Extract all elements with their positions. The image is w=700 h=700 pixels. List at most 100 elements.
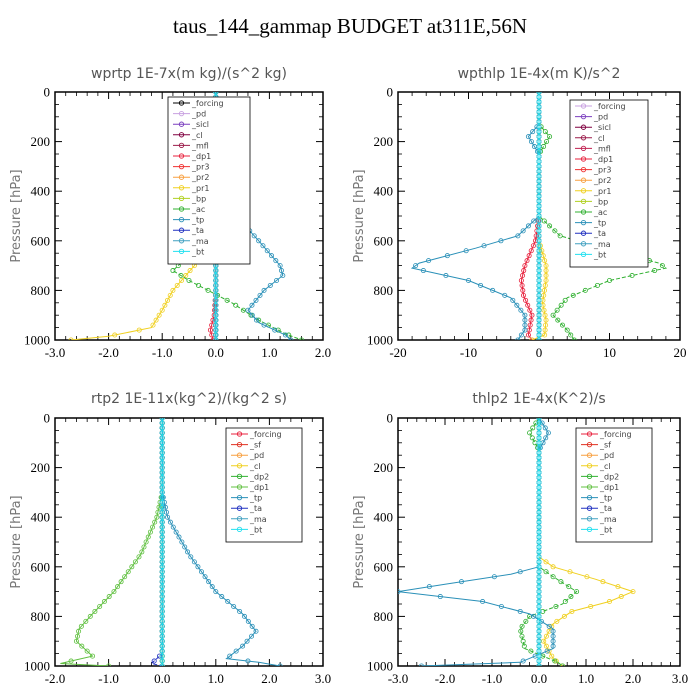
data-point <box>562 297 568 303</box>
legend-marker <box>178 163 185 170</box>
legend-label: _bp <box>191 194 206 203</box>
data-point <box>536 238 542 244</box>
data-point <box>536 648 542 654</box>
data-point <box>525 332 531 338</box>
legend-label: _tp <box>191 216 204 225</box>
data-point <box>159 539 165 545</box>
data-point <box>150 524 156 530</box>
data-point <box>536 297 542 303</box>
legend-label: _ac <box>593 208 607 217</box>
data-point <box>542 425 548 431</box>
data-point <box>213 277 219 283</box>
legend-label: _pd <box>191 110 206 119</box>
data-point <box>536 168 542 174</box>
data-point <box>542 327 548 333</box>
data-point <box>543 633 549 639</box>
data-point <box>536 317 542 323</box>
data-point <box>213 287 219 293</box>
data-point <box>159 479 165 485</box>
data-point <box>536 92 542 95</box>
data-point <box>207 327 213 333</box>
data-point <box>568 332 574 338</box>
y-tick-label: 400 <box>374 510 394 525</box>
data-point <box>176 534 182 540</box>
figure-title: taus_144_gammap BUDGET at311E,56N <box>172 14 528 38</box>
data-point <box>253 628 259 634</box>
data-point <box>92 608 98 614</box>
y-tick-label: 200 <box>31 460 51 475</box>
legend-marker <box>178 248 185 255</box>
data-point <box>536 584 542 590</box>
x-tick-label: 20 <box>674 345 687 360</box>
data-point <box>288 337 294 340</box>
y-tick-label: 0 <box>387 411 394 426</box>
data-point <box>529 312 535 318</box>
legend-label: _cl <box>249 462 261 471</box>
data-point <box>536 332 542 338</box>
legend-label: _ac <box>191 205 205 214</box>
data-point <box>90 653 96 659</box>
data-point <box>257 292 263 298</box>
data-point <box>536 94 542 100</box>
data-point <box>552 228 558 234</box>
data-point <box>159 529 165 535</box>
data-point <box>520 292 526 298</box>
data-point <box>159 475 165 481</box>
data-point <box>510 297 516 303</box>
data-point <box>159 638 165 644</box>
data-point <box>159 420 165 426</box>
data-point <box>490 287 496 293</box>
data-point <box>536 539 542 545</box>
data-point <box>541 218 547 224</box>
data-point <box>569 608 575 614</box>
legend-label: _dp1 <box>191 152 211 161</box>
data-point <box>159 554 165 560</box>
data-point <box>159 658 165 664</box>
data-point <box>173 529 179 535</box>
data-point <box>539 248 545 254</box>
data-point <box>536 243 542 249</box>
legend-label: _pd <box>593 113 608 122</box>
data-point <box>463 248 469 254</box>
data-point <box>543 263 549 269</box>
legend-label: _sicl <box>593 123 611 132</box>
data-point <box>522 322 528 328</box>
data-point <box>536 643 542 649</box>
data-point <box>536 663 542 666</box>
x-tick-label: 1.0 <box>208 671 224 686</box>
data-point <box>536 153 542 159</box>
x-tick-label: -2.0 <box>45 671 66 686</box>
panel-title: rtp2 1E-11x(kg^2)/(kg^2 s) <box>91 391 287 407</box>
data-point <box>564 327 570 333</box>
y-tick-label: 1000 <box>367 659 393 674</box>
data-point <box>536 178 542 184</box>
legend-label: _mfl <box>593 144 611 153</box>
data-point <box>520 287 526 293</box>
data-point <box>202 574 208 580</box>
data-point <box>245 658 251 664</box>
panel-title: wprtp 1E-7x(m kg)/(s^2 kg) <box>91 66 287 82</box>
data-point <box>213 268 219 274</box>
y-tick-label: 800 <box>374 609 394 624</box>
data-point <box>76 628 82 634</box>
data-point <box>159 534 165 540</box>
data-point <box>437 594 443 600</box>
data-point <box>520 228 526 234</box>
data-point <box>541 307 547 313</box>
legend-marker <box>178 142 185 149</box>
data-point <box>245 618 251 624</box>
legend-box <box>569 99 649 268</box>
data-point <box>543 435 549 441</box>
data-point <box>273 258 279 264</box>
legend-label: _sf <box>249 441 261 450</box>
x-tick-label: -1.0 <box>482 671 503 686</box>
data-point <box>535 223 541 229</box>
data-point <box>525 302 531 308</box>
data-point <box>550 638 556 644</box>
data-point <box>630 589 636 595</box>
data-point <box>536 638 542 644</box>
data-point <box>536 292 542 298</box>
data-point <box>606 599 612 605</box>
data-point <box>528 648 534 654</box>
data-point <box>536 163 542 169</box>
